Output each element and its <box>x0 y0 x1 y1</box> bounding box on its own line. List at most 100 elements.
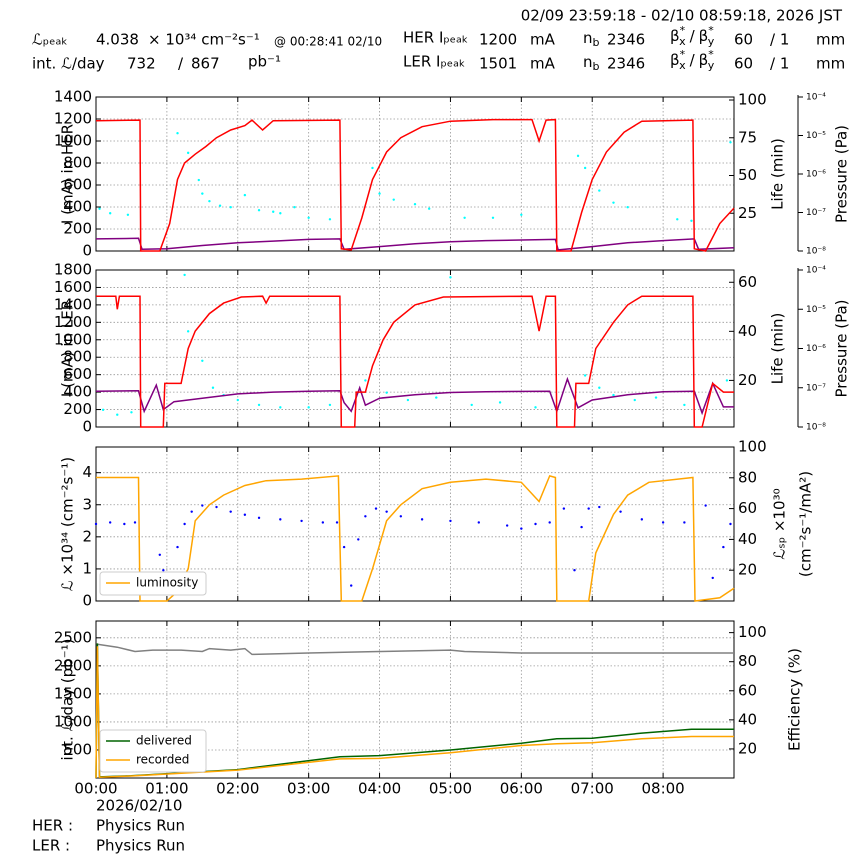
series-point <box>576 154 580 158</box>
series-point <box>548 521 551 524</box>
ler-beta-label: β* x / β* y <box>670 48 715 72</box>
series-point <box>321 521 325 524</box>
y2-tick-label: 75 <box>738 128 757 146</box>
series-point <box>94 522 98 526</box>
series-point <box>498 401 502 404</box>
star: * <box>708 24 714 37</box>
y2-tick-label: 100 <box>738 91 767 109</box>
series-point <box>201 359 204 362</box>
series-point <box>722 545 725 549</box>
series-point <box>420 518 424 521</box>
series-point <box>98 207 101 210</box>
series-point <box>399 515 403 518</box>
her-bx: 60 <box>734 31 753 49</box>
y3-tick-label: 10⁻⁸ <box>806 247 826 257</box>
intl-recorded: 732 <box>127 55 156 73</box>
series-point <box>229 206 232 209</box>
y-tick-label: 1500 <box>54 684 92 702</box>
series-point <box>328 218 332 221</box>
y-tick-label: 800 <box>63 348 92 366</box>
y3-axis-label: Pressure (Pa) <box>833 125 851 223</box>
star: * <box>680 24 686 37</box>
y-axis-label: int. ℒ/day (pb⁻¹) <box>59 639 77 761</box>
her-mode-label: HER : <box>32 817 73 835</box>
ler-mm: mm <box>816 55 845 73</box>
y3-tick-label: 10⁻⁷ <box>806 383 826 393</box>
series-point <box>108 521 112 524</box>
y-tick-label: 1800 <box>54 261 92 279</box>
series-point <box>190 510 193 513</box>
series-point <box>272 210 275 213</box>
y-tick-label: 1600 <box>54 278 92 296</box>
b: b <box>593 36 600 49</box>
y3-tick-label: 10⁻⁴ <box>806 266 826 276</box>
series-point <box>201 504 204 507</box>
series-point <box>385 510 388 513</box>
x-tick-label: 07:00 <box>571 780 614 798</box>
separator: / <box>178 55 184 73</box>
y-tick-label: 0 <box>82 418 92 436</box>
plot-frame <box>95 96 735 252</box>
x-tick-label: 05:00 <box>429 780 472 798</box>
x-tick-label: 08:00 <box>641 780 684 798</box>
x-tick-label: 00:00 <box>74 780 117 798</box>
y-tick-label: 0 <box>82 242 92 260</box>
series-line <box>95 118 735 252</box>
y3-tick-label: 10⁻⁶ <box>806 344 826 354</box>
y3-tick-label: 10⁻⁶ <box>806 170 826 180</box>
y2-tick-label: 40 <box>738 530 757 548</box>
series-point <box>183 273 186 277</box>
series-point <box>587 507 590 510</box>
y-axis-label: I (mA) in HER <box>59 124 77 224</box>
y-tick-label: 400 <box>63 383 92 401</box>
y-tick-label: 1000 <box>54 132 92 150</box>
lpeak-label: ℒₚₑₐₖ <box>32 31 68 49</box>
star: * <box>708 48 714 61</box>
y3-tick-label: 10⁻⁸ <box>806 423 826 433</box>
series-point <box>612 393 615 397</box>
series-point <box>279 518 282 521</box>
plot-frame <box>95 269 735 428</box>
ler-label: LER Iₚₑₐₖ <box>403 53 465 71</box>
y-tick-label: 600 <box>63 176 92 194</box>
series-point <box>279 212 282 215</box>
y2-tick-label: 60 <box>738 499 757 517</box>
y-tick-label: 4 <box>82 463 92 481</box>
series-point <box>350 584 353 587</box>
y2-tick-label: 25 <box>738 204 757 222</box>
y2-tick-label: 40 <box>738 710 757 728</box>
y2-axis-label: Life (min) <box>769 138 787 210</box>
series-point <box>371 166 374 170</box>
her-mm: mm <box>816 31 845 49</box>
series-point <box>406 398 410 402</box>
series-point <box>374 507 378 510</box>
series-point <box>463 216 466 219</box>
y-tick-label: 800 <box>63 154 92 172</box>
series-point <box>183 522 186 526</box>
beta: β <box>670 51 680 69</box>
series-point <box>108 212 112 215</box>
series-point <box>229 510 232 513</box>
series-point <box>729 141 732 144</box>
series-point <box>392 198 395 201</box>
series-point <box>598 189 601 192</box>
y2-tick-label: 20 <box>738 739 757 757</box>
series-point <box>413 202 417 206</box>
lpeak-unit: × 10³⁴ cm⁻²s⁻¹ <box>148 31 260 49</box>
series-point <box>197 178 200 182</box>
series-point <box>130 411 133 414</box>
y2-tick-label: 50 <box>738 166 757 184</box>
series-point <box>236 398 239 402</box>
y-tick-label: 2500 <box>54 628 92 646</box>
series-line <box>96 295 734 428</box>
y3-tick-label: 10⁻⁴ <box>806 93 826 103</box>
series-point <box>580 525 583 529</box>
series-point <box>126 213 130 216</box>
y2-tick-label: 80 <box>738 652 757 670</box>
series-point <box>534 406 537 409</box>
series-point <box>342 545 346 549</box>
series-point <box>186 330 190 333</box>
legend-label: delivered <box>136 734 192 748</box>
series-point <box>435 396 438 399</box>
series-point <box>364 515 367 518</box>
